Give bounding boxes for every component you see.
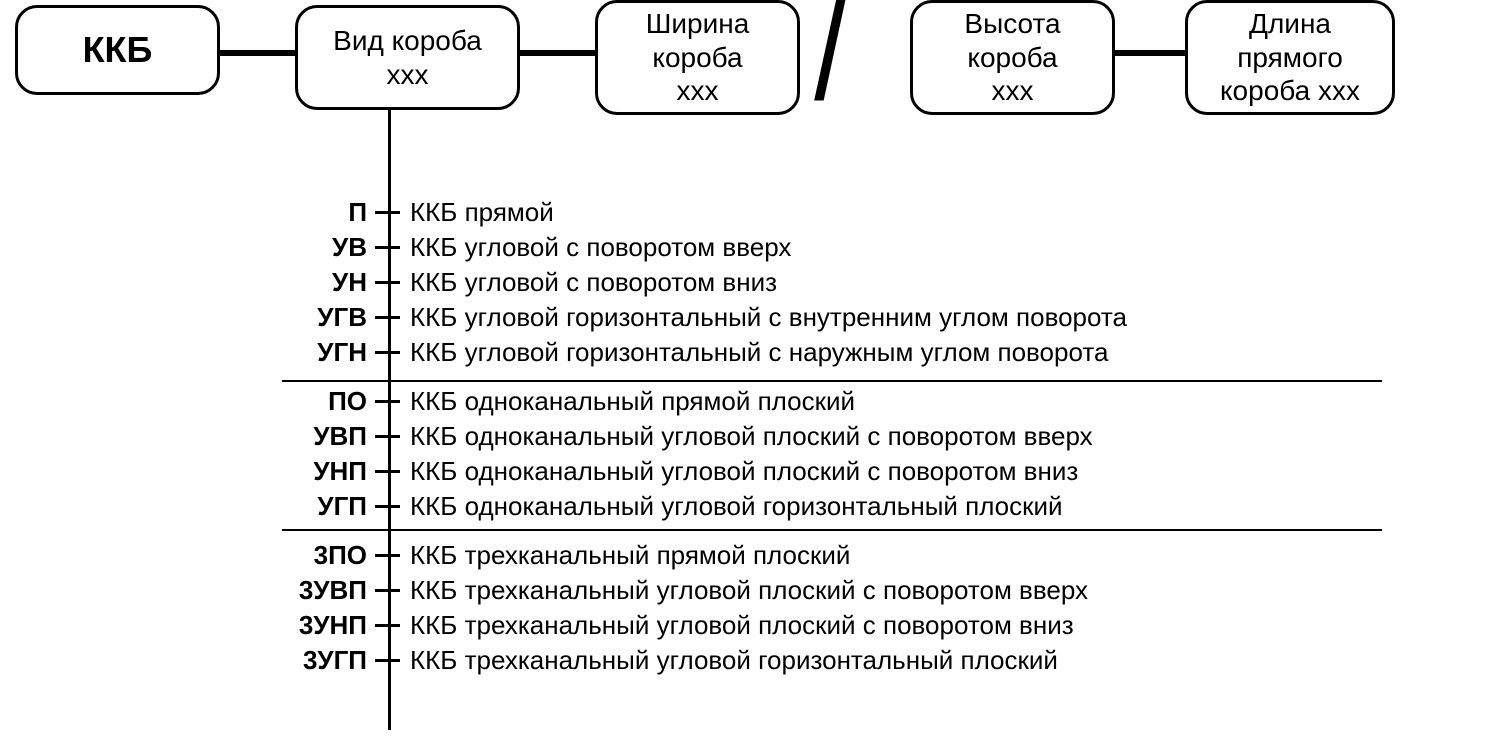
- legend-desc: ККБ трехканальный угловой горизонтальный…: [400, 645, 1058, 676]
- legend-code: 3УГП: [270, 645, 375, 676]
- legend-desc: ККБ угловой с поворотом вверх: [400, 232, 791, 263]
- legend-code: УВП: [270, 421, 375, 452]
- legend-row: 3ПО ККБ трехканальный прямой плоский: [270, 538, 1127, 573]
- legend-code: 3УНП: [270, 610, 375, 641]
- legend-code: П: [270, 197, 375, 228]
- connector-3: [1115, 50, 1185, 56]
- legend-tick-icon: [375, 470, 400, 473]
- legend-row: УГП ККБ одноканальный угловой горизонтал…: [270, 489, 1127, 524]
- legend-desc: ККБ прямой: [400, 197, 554, 228]
- legend-row: 3УВП ККБ трехканальный угловой плоский с…: [270, 573, 1127, 608]
- box-width-text: Ширина короба xxx: [646, 7, 750, 108]
- legend-row: УВП ККБ одноканальный угловой плоский с …: [270, 419, 1127, 454]
- legend-row: П ККБ прямой: [270, 195, 1127, 230]
- slash-divider: /: [814, 0, 847, 122]
- legend-desc: ККБ одноканальный угловой горизонтальный…: [400, 491, 1063, 522]
- legend-row: 3УГП ККБ трехканальный угловой горизонта…: [270, 643, 1127, 678]
- legend-row: ПО ККБ одноканальный прямой плоский: [270, 384, 1127, 419]
- legend-tick-icon: [375, 316, 400, 319]
- legend-row: УН ККБ угловой с поворотом вниз: [270, 265, 1127, 300]
- legend-desc: ККБ одноканальный угловой плоский с пово…: [400, 456, 1078, 487]
- box-type-text: Вид короба xxx: [333, 24, 482, 91]
- legend-code: ПО: [270, 386, 375, 417]
- legend-row: 3УНП ККБ трехканальный угловой плоский с…: [270, 608, 1127, 643]
- slash-text: /: [814, 0, 847, 131]
- box-width: Ширина короба xxx: [595, 0, 800, 115]
- legend-tick-icon: [375, 281, 400, 284]
- legend-desc: ККБ угловой горизонтальный с внутренним …: [400, 302, 1127, 333]
- box-kkb: ККБ: [15, 5, 220, 95]
- legend-tick-icon: [375, 624, 400, 627]
- legend-desc: ККБ трехканальный прямой плоский: [400, 540, 850, 571]
- legend-code: УГП: [270, 491, 375, 522]
- separator-2: [282, 529, 1382, 531]
- legend-code: УВ: [270, 232, 375, 263]
- legend-code: УНП: [270, 456, 375, 487]
- legend-gap: [270, 524, 1127, 538]
- legend-row: УГН ККБ угловой горизонтальный с наружны…: [270, 335, 1127, 370]
- legend-row: УГВ ККБ угловой горизонтальный с внутрен…: [270, 300, 1127, 335]
- legend-tick-icon: [375, 554, 400, 557]
- connector-1: [220, 50, 295, 56]
- legend-tick-icon: [375, 351, 400, 354]
- legend: П ККБ прямой УВ ККБ угловой с поворотом …: [270, 195, 1127, 678]
- legend-desc: ККБ трехканальный угловой плоский с пово…: [400, 575, 1088, 606]
- box-length-text: Длина прямого короба xxx: [1220, 7, 1360, 108]
- legend-code: УН: [270, 267, 375, 298]
- legend-tick-icon: [375, 589, 400, 592]
- legend-code: 3УВП: [270, 575, 375, 606]
- legend-code: УГН: [270, 337, 375, 368]
- legend-desc: ККБ угловой горизонтальный с наружным уг…: [400, 337, 1108, 368]
- legend-code: УГВ: [270, 302, 375, 333]
- box-type: Вид короба xxx: [295, 5, 520, 110]
- legend-desc: ККБ одноканальный прямой плоский: [400, 386, 855, 417]
- legend-code: 3ПО: [270, 540, 375, 571]
- separator-1: [282, 380, 1382, 382]
- legend-tick-icon: [375, 505, 400, 508]
- legend-desc: ККБ одноканальный угловой плоский с пово…: [400, 421, 1093, 452]
- box-kkb-text: ККБ: [83, 28, 153, 71]
- legend-desc: ККБ трехканальный угловой плоский с пово…: [400, 610, 1074, 641]
- legend-tick-icon: [375, 400, 400, 403]
- legend-tick-icon: [375, 211, 400, 214]
- legend-row: УВ ККБ угловой с поворотом вверх: [270, 230, 1127, 265]
- box-height: Высота короба xxx: [910, 0, 1115, 115]
- box-length: Длина прямого короба xxx: [1185, 0, 1395, 115]
- connector-2: [520, 50, 595, 56]
- box-height-text: Высота короба xxx: [964, 7, 1060, 108]
- legend-desc: ККБ угловой с поворотом вниз: [400, 267, 777, 298]
- legend-row: УНП ККБ одноканальный угловой плоский с …: [270, 454, 1127, 489]
- legend-tick-icon: [375, 246, 400, 249]
- legend-tick-icon: [375, 435, 400, 438]
- legend-tick-icon: [375, 659, 400, 662]
